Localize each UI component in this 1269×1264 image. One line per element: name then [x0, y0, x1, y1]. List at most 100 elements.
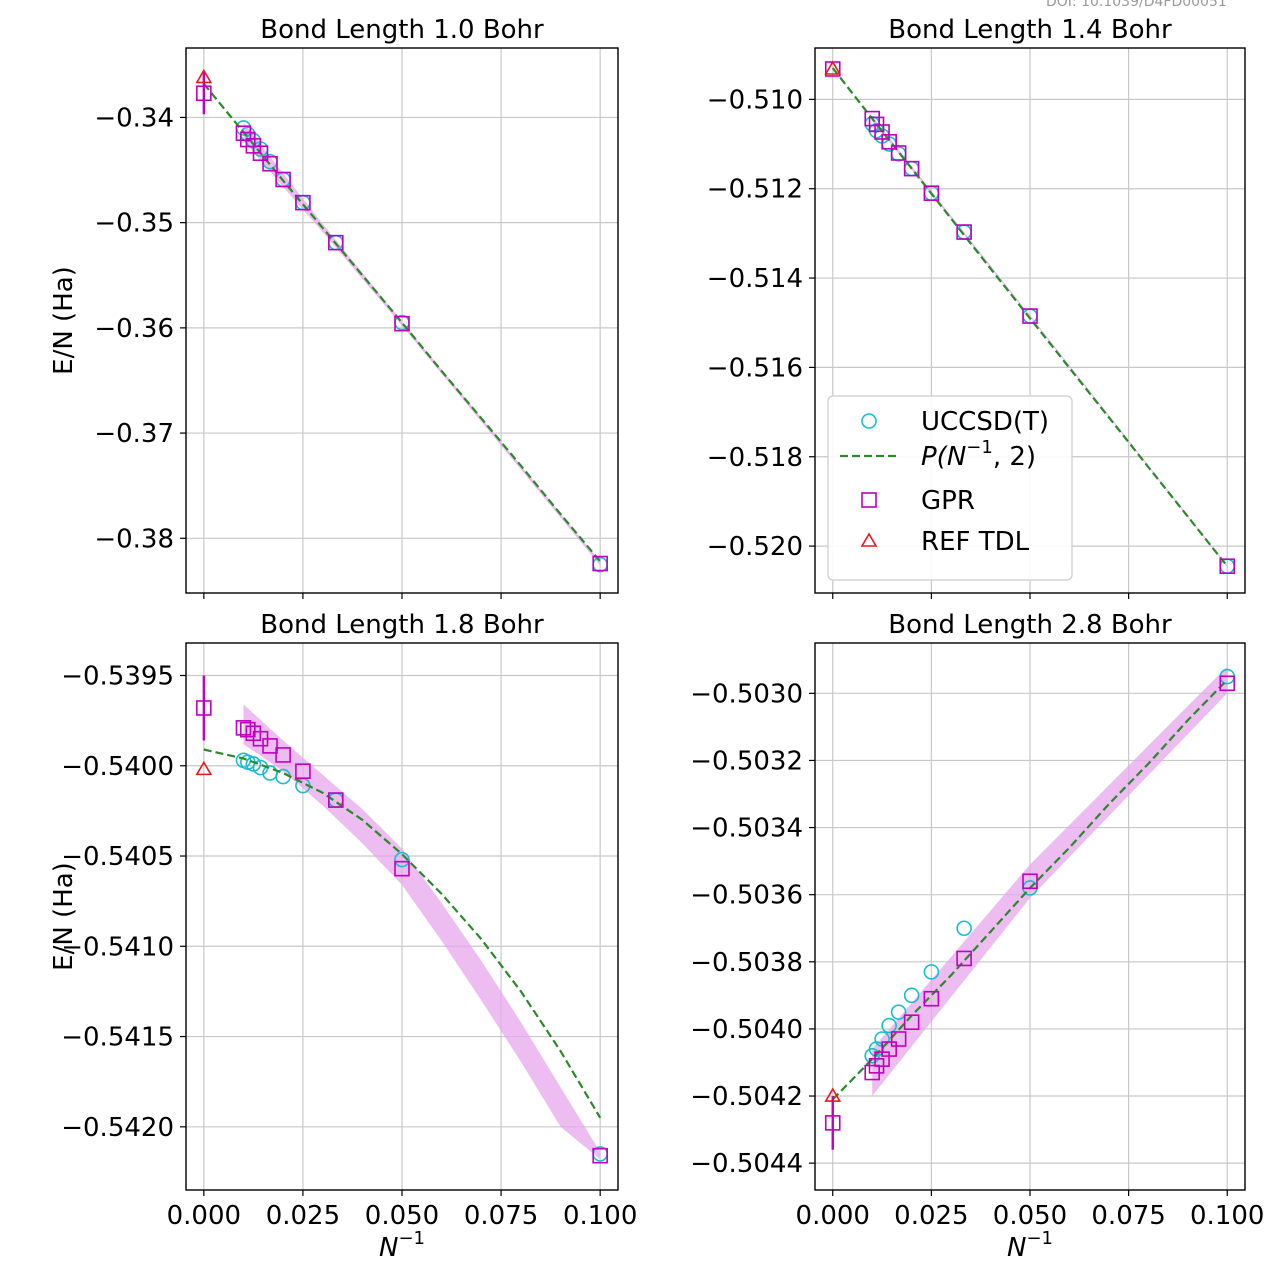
gpr-point	[592, 1147, 608, 1164]
ref-tdl-point	[824, 1087, 842, 1102]
gpr-uncertainty-band	[243, 122, 601, 566]
gpr-point	[295, 763, 311, 779]
gpr-point	[864, 110, 881, 127]
y-tick-label: −0.5034	[690, 814, 803, 844]
y-tick-label: −0.510	[707, 85, 803, 115]
doi-watermark: DOI: 10.1039/D4FD00051	[1046, 0, 1227, 10]
subplot-2: −0.510 −0.512 −0.514 −0.516 −0.518 −0.520 Bond…	[707, 15, 1246, 599]
x-axis-label: N−1	[1007, 1228, 1053, 1260]
y-tick-label: −0.34	[94, 103, 174, 133]
y-axis-label: E/N (Ha)	[49, 862, 79, 971]
uccsd-point	[394, 851, 410, 868]
uccsd-point	[956, 920, 972, 937]
y-tick-label: −0.35	[94, 209, 174, 239]
y-tick-label: −0.5395	[61, 661, 174, 691]
plot-area	[195, 675, 608, 1164]
y-tick-label: −0.512	[707, 175, 803, 205]
uccsd-point	[923, 964, 940, 980]
y-tick-label: −0.520	[707, 532, 803, 562]
gpr-point	[881, 134, 897, 150]
subplot-3: 0.000 0.025 0.050 0.075 0.100 −0.5395 −0.5400 −…	[49, 610, 637, 1263]
y-tick-label: −0.5044	[690, 1149, 803, 1179]
subplot-title: Bond Length 1.0 Bohr	[260, 15, 544, 45]
x-tick-label: 0.025	[894, 1201, 968, 1231]
legend-ref-marker	[860, 532, 878, 547]
y-tick-label: −0.5042	[690, 1082, 803, 1112]
y-tick-label: −0.5036	[690, 881, 803, 911]
x-tick-label: 0.100	[1190, 1201, 1264, 1231]
uccsd-point	[956, 224, 972, 240]
gpr-point	[235, 720, 252, 736]
gpr-point	[240, 721, 256, 738]
x-tick-label: 0.025	[266, 1201, 340, 1231]
gpr-point	[1219, 675, 1236, 692]
x-tick-label: 0.050	[365, 1201, 439, 1231]
gpr-point	[903, 1014, 920, 1031]
subplot-title: Bond Length 1.8 Bohr	[260, 610, 544, 640]
subplot-4: 0.000 0.025 0.050 0.075 0.100 −0.5030 −0.5032 −…	[690, 610, 1264, 1263]
gpr-point	[1219, 558, 1236, 574]
gpr-point	[196, 85, 212, 102]
gpr-point	[956, 950, 972, 967]
gpr-point	[923, 990, 940, 1007]
uccsd-point	[245, 756, 262, 772]
y-tick-label: −0.5032	[690, 746, 803, 776]
legend: UCCSD(T)P(N−1, 2) GPR REF TDL	[827, 395, 1073, 581]
fit-line	[202, 83, 602, 563]
ref-tdl-point	[824, 60, 842, 75]
ref-tdl-point	[195, 760, 213, 776]
gpr-point	[275, 171, 291, 188]
gpr-point	[262, 738, 278, 754]
gpr-uncertainty-band	[243, 704, 601, 1160]
uccsd-point	[881, 1017, 897, 1034]
subplot-1: −0.34 −0.35 −0.36 −0.37 −0.38 Bond Length 1.0…	[49, 15, 619, 599]
y-tick-label: −0.5030	[690, 679, 803, 709]
y-tick-label: −0.5040	[690, 1015, 803, 1045]
plot-area	[824, 60, 1236, 574]
gpr-point	[1022, 873, 1038, 890]
y-tick-label: −0.5405	[61, 842, 174, 872]
gpr-point	[881, 1041, 897, 1057]
gpr-point	[890, 1031, 907, 1047]
y-tick-label: −0.5415	[61, 1023, 174, 1053]
legend-gpr-label: GPR	[921, 486, 975, 516]
y-tick-label: −0.516	[707, 353, 803, 383]
uccsd-point	[903, 987, 920, 1004]
legend-fit-label: P(N−1, 2)	[921, 437, 1036, 472]
x-tick-label: 0.075	[464, 1201, 538, 1231]
gpr-point	[824, 1115, 841, 1131]
y-axis-label: E/N (Ha)	[49, 266, 79, 375]
plot-area	[824, 666, 1236, 1150]
uccsd-point	[890, 1004, 907, 1020]
legend-ref-label: REF TDL	[921, 527, 1030, 557]
gpr-point	[262, 155, 278, 172]
y-tick-label: −0.514	[707, 264, 803, 294]
y-tick-label: −0.5410	[61, 932, 174, 962]
x-tick-label: 0.100	[563, 1201, 637, 1231]
ref-tdl-point	[195, 68, 213, 84]
gpr-point	[1022, 308, 1038, 324]
fit-line	[203, 748, 602, 1119]
legend-box	[827, 395, 1073, 581]
subplot-title: Bond Length 1.4 Bohr	[888, 15, 1172, 45]
gpr-point	[196, 700, 212, 716]
gpr-point	[890, 145, 907, 161]
y-tick-label: −0.36	[94, 314, 174, 344]
legend-uccsd-marker	[861, 413, 877, 429]
gpr-point	[592, 555, 608, 572]
gpr-point	[252, 145, 269, 162]
y-tick-label: −0.518	[707, 443, 803, 473]
legend-gpr-marker	[861, 492, 877, 508]
y-tick-label: −0.5420	[61, 1113, 174, 1143]
y-tick-label: −0.38	[94, 524, 174, 554]
fit-line	[831, 67, 1229, 567]
gpr-point	[956, 224, 972, 240]
gpr-point	[923, 185, 940, 201]
y-tick-label: −0.37	[94, 419, 174, 449]
legend-uccsd-label: UCCSD(T)	[921, 407, 1049, 437]
gpr-uncertainty-band	[872, 666, 1228, 1096]
x-tick-label: 0.075	[1091, 1201, 1165, 1231]
x-tick-label: 0.050	[993, 1201, 1067, 1231]
